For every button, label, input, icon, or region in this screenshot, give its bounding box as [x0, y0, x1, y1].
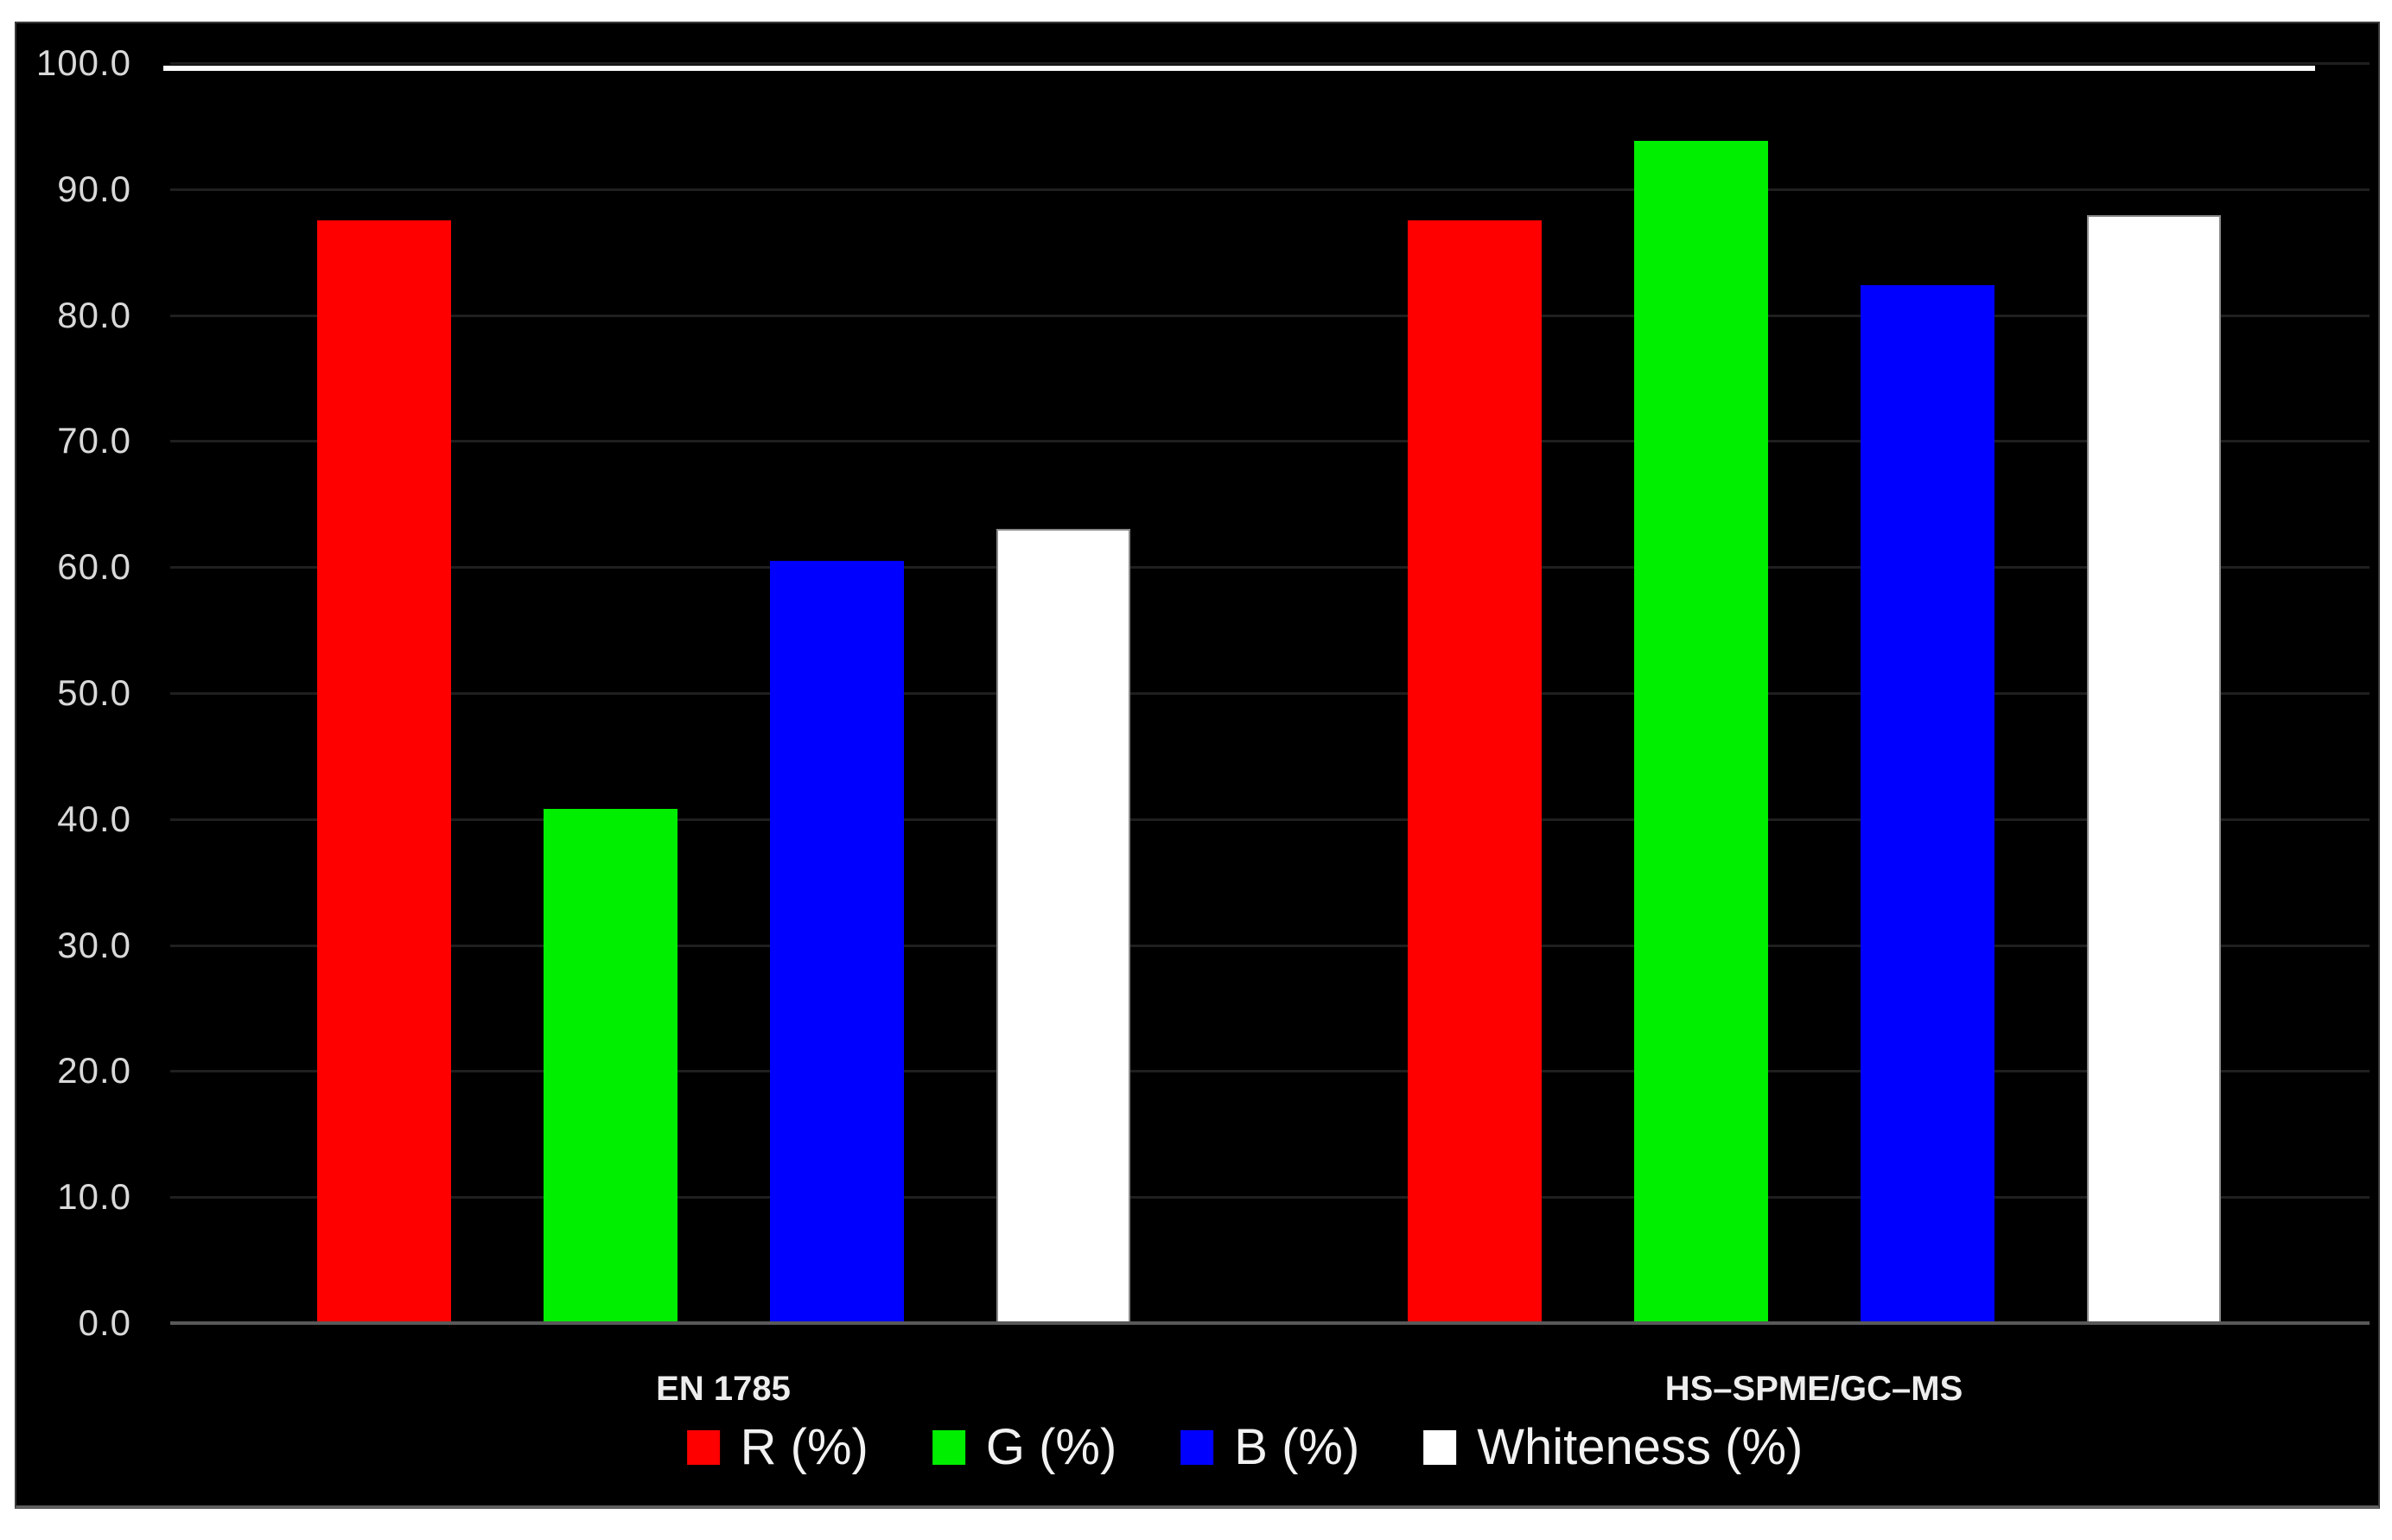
y-tick-label-90.0: 90.0	[57, 168, 131, 209]
legend-label: Whiteness (%)	[1477, 1419, 1804, 1475]
x-axis-line	[170, 1321, 2370, 1325]
gridline-30	[170, 944, 2370, 947]
legend-item-g: G (%)	[932, 1420, 1116, 1475]
bar-g-2	[1634, 141, 1768, 1323]
bar-whiteness-2	[2087, 215, 2221, 1323]
gridline-20	[170, 1070, 2370, 1073]
y-tick-label-70.0: 70.0	[57, 420, 131, 461]
y-tick-label-30.0: 30.0	[57, 924, 131, 965]
bar-b-2	[1861, 284, 1994, 1323]
y-tick-label-50.0: 50.0	[57, 672, 131, 713]
bar-r-2	[1408, 220, 1542, 1323]
y-tick-label-20.0: 20.0	[57, 1050, 131, 1091]
y-tick-label-80.0: 80.0	[57, 294, 131, 335]
gridline-100	[170, 62, 2370, 65]
bar-group-2	[1408, 63, 2221, 1323]
gridline-40	[170, 818, 2370, 821]
legend-swatch-b	[1180, 1430, 1214, 1465]
legend-item-whiteness: Whiteness (%)	[1423, 1420, 1803, 1475]
y-tick-label-10.0: 10.0	[57, 1176, 131, 1218]
reference-line-100	[163, 66, 2315, 71]
gridline-80	[170, 314, 2370, 317]
bar-g-1	[544, 809, 678, 1323]
bar-b-1	[770, 560, 904, 1323]
gridline-10	[170, 1196, 2370, 1200]
y-tick-label-40.0: 40.0	[57, 798, 131, 839]
plot-area	[163, 62, 2370, 1325]
legend-swatch-g	[932, 1430, 965, 1465]
legend-swatch-whiteness	[1423, 1430, 1457, 1465]
bar-group-1	[317, 63, 1130, 1323]
gridline-90	[170, 188, 2370, 191]
legend-label: R (%)	[740, 1419, 868, 1475]
y-tick-label-60.0: 60.0	[57, 546, 131, 588]
category-label-2: HS–SPME/GC–MS	[1664, 1370, 1963, 1408]
y-tick-label-100.0: 100.0	[35, 42, 131, 83]
legend-swatch-r	[686, 1430, 720, 1465]
chart-frame: 0.0 10.0 20.0 30.0 40.0 50.0 60.0 70.0 80.0 90.0 1…	[15, 22, 2380, 1509]
legend: R (%) G (%) B (%) Whiteness (%)	[686, 1419, 1803, 1475]
legend-item-r: R (%)	[686, 1419, 868, 1475]
category-label-1: EN 1785	[656, 1370, 791, 1408]
y-tick-label-0.0: 0.0	[78, 1302, 131, 1343]
bar-whiteness-1	[996, 529, 1130, 1323]
legend-label: B (%)	[1234, 1419, 1360, 1475]
bar-r-1	[317, 220, 451, 1323]
legend-label: G (%)	[985, 1419, 1117, 1475]
gridline-50	[170, 692, 2370, 695]
gridline-70	[170, 440, 2370, 443]
legend-item-b: B (%)	[1180, 1420, 1359, 1475]
gridline-60	[170, 566, 2370, 570]
